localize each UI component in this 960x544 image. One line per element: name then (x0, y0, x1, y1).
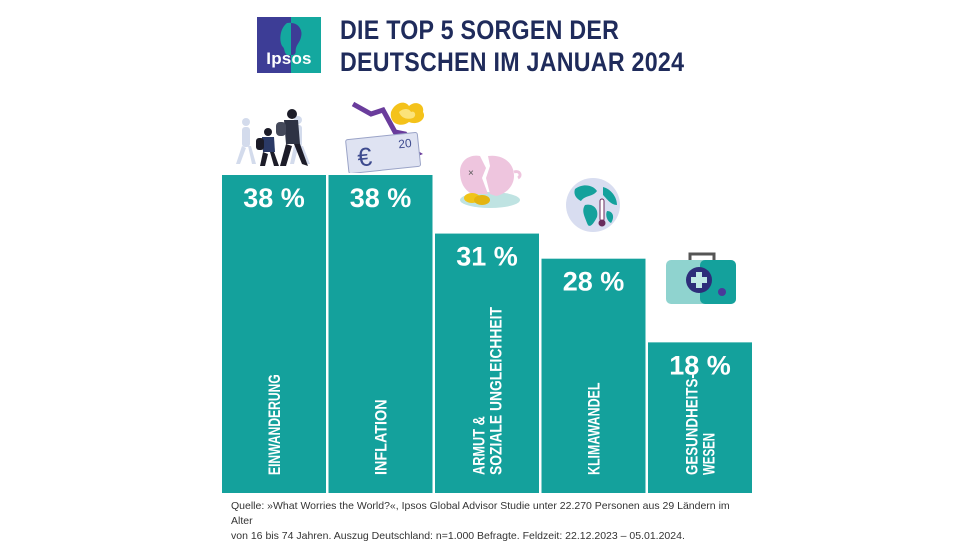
bar (222, 175, 326, 493)
data-label: 38 % (243, 183, 305, 213)
migration-icon (236, 109, 310, 166)
first-aid-kit-icon (666, 252, 736, 304)
ipsos-logo: Ipsos (257, 17, 321, 73)
category-label: INFLATION (373, 399, 391, 475)
bar (328, 175, 433, 493)
source-line-1: Quelle: »What Worries the World?«, Ipsos… (231, 500, 730, 527)
svg-text:20: 20 (398, 136, 413, 151)
title-line-1: DIE TOP 5 SORGEN DER (340, 15, 620, 45)
category-label: WESEN (701, 433, 719, 475)
category-label: KLIMAWANDEL (586, 383, 604, 475)
bar-group: 18 %GESUNDHEITS- WESEN (648, 342, 752, 493)
source-line-2: von 16 bis 74 Jahren. Auszug Deutschland… (231, 530, 685, 542)
svg-text:×: × (468, 168, 474, 179)
bar-group: 28 % KLIMAWANDEL (541, 258, 646, 493)
bar (541, 258, 646, 493)
data-label: 18 % (669, 350, 731, 380)
title-line-2: DEUTSCHEN IM JANUAR 2024 (340, 47, 685, 77)
category-label: EINWANDERUNG (266, 374, 284, 475)
category-label: SOZIALE UNGLEICHHEIT (488, 307, 506, 475)
data-label: 28 % (563, 267, 625, 297)
logo-text: Ipsos (266, 49, 312, 68)
broken-piggy-bank-icon: × (460, 155, 522, 208)
bar (435, 233, 539, 493)
page-title: DIE TOP 5 SORGEN DER DEUTSCHEN IM JANUAR… (340, 14, 684, 78)
source-note: Quelle: »What Worries the World?«, Ipsos… (231, 499, 751, 544)
bar (648, 342, 752, 493)
category-label: GESUNDHEITS- (684, 374, 702, 475)
bar-group: 38 % INFLATION (328, 175, 433, 493)
data-label: 31 % (456, 242, 518, 272)
bar-group: 31 % ARMUT & SOZIALE UNGLEICHHEIT (435, 233, 539, 493)
svg-text:€: € (356, 141, 374, 172)
globe-thermometer-icon (566, 178, 620, 232)
category-label: ARMUT & (471, 416, 489, 475)
data-label: 38 % (350, 183, 412, 213)
inflation-icon: € 20 (345, 101, 425, 173)
bar-group: 38 % EINWANDERUNG (222, 175, 326, 493)
